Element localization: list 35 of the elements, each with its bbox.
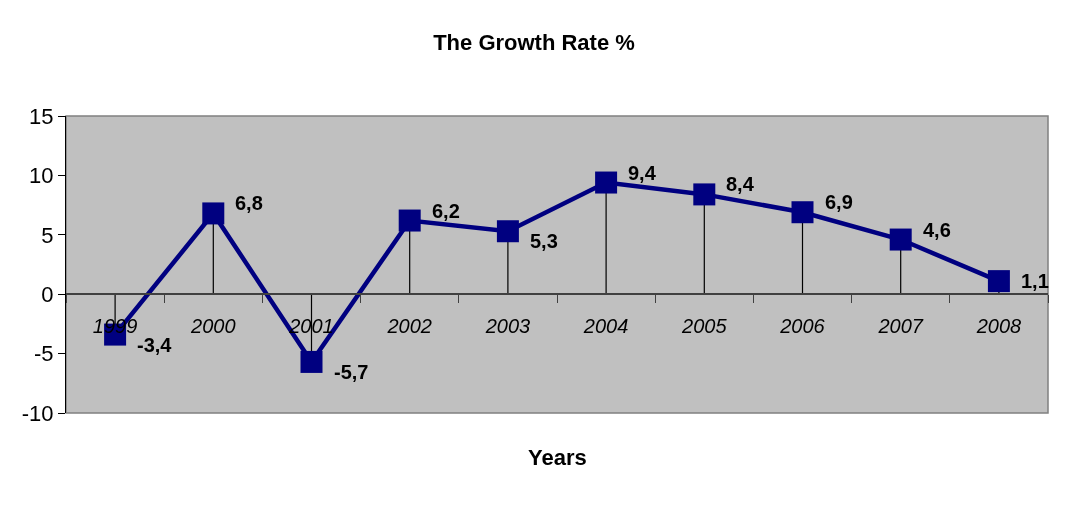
y-tick-label: 15 [29,103,54,129]
point [398,209,421,232]
data-label: 5,3 [530,230,558,252]
data-label: 9,4 [628,162,657,184]
x-axis-title: Years [528,445,587,470]
point [595,171,618,194]
point [889,228,912,251]
data-label: 6,9 [825,191,853,213]
x-tick-label: 2003 [484,314,531,337]
data-label: -5,7 [334,361,369,383]
x-tick-label: 2005 [681,314,728,337]
point [300,350,323,373]
data-label: 8,4 [726,173,755,195]
point [987,270,1010,293]
y-tick-label: -10 [21,400,54,426]
x-tick-label: 2006 [779,314,826,337]
data-label: 6,2 [432,200,460,222]
y-tick-label: 0 [41,281,54,307]
point [496,220,519,243]
x-tick-label: 2007 [877,314,924,337]
x-tick-label: 2004 [582,314,629,337]
y-tick-label: -5 [33,341,54,367]
y-tick-label: 5 [41,222,54,248]
x-tick-label: 2000 [190,314,236,337]
data-label: -3,4 [137,334,173,356]
x-tick-label: 2002 [386,314,432,337]
point [791,201,814,224]
point [202,202,225,225]
data-label: 1,1 [1021,270,1049,292]
data-label: 4,6 [923,219,951,241]
chart-title: The Growth Rate % [433,29,635,55]
x-tick-label: 2008 [975,314,1022,337]
y-tick-label: 10 [29,163,54,189]
data-label: 6,8 [235,192,263,214]
point [693,183,716,206]
